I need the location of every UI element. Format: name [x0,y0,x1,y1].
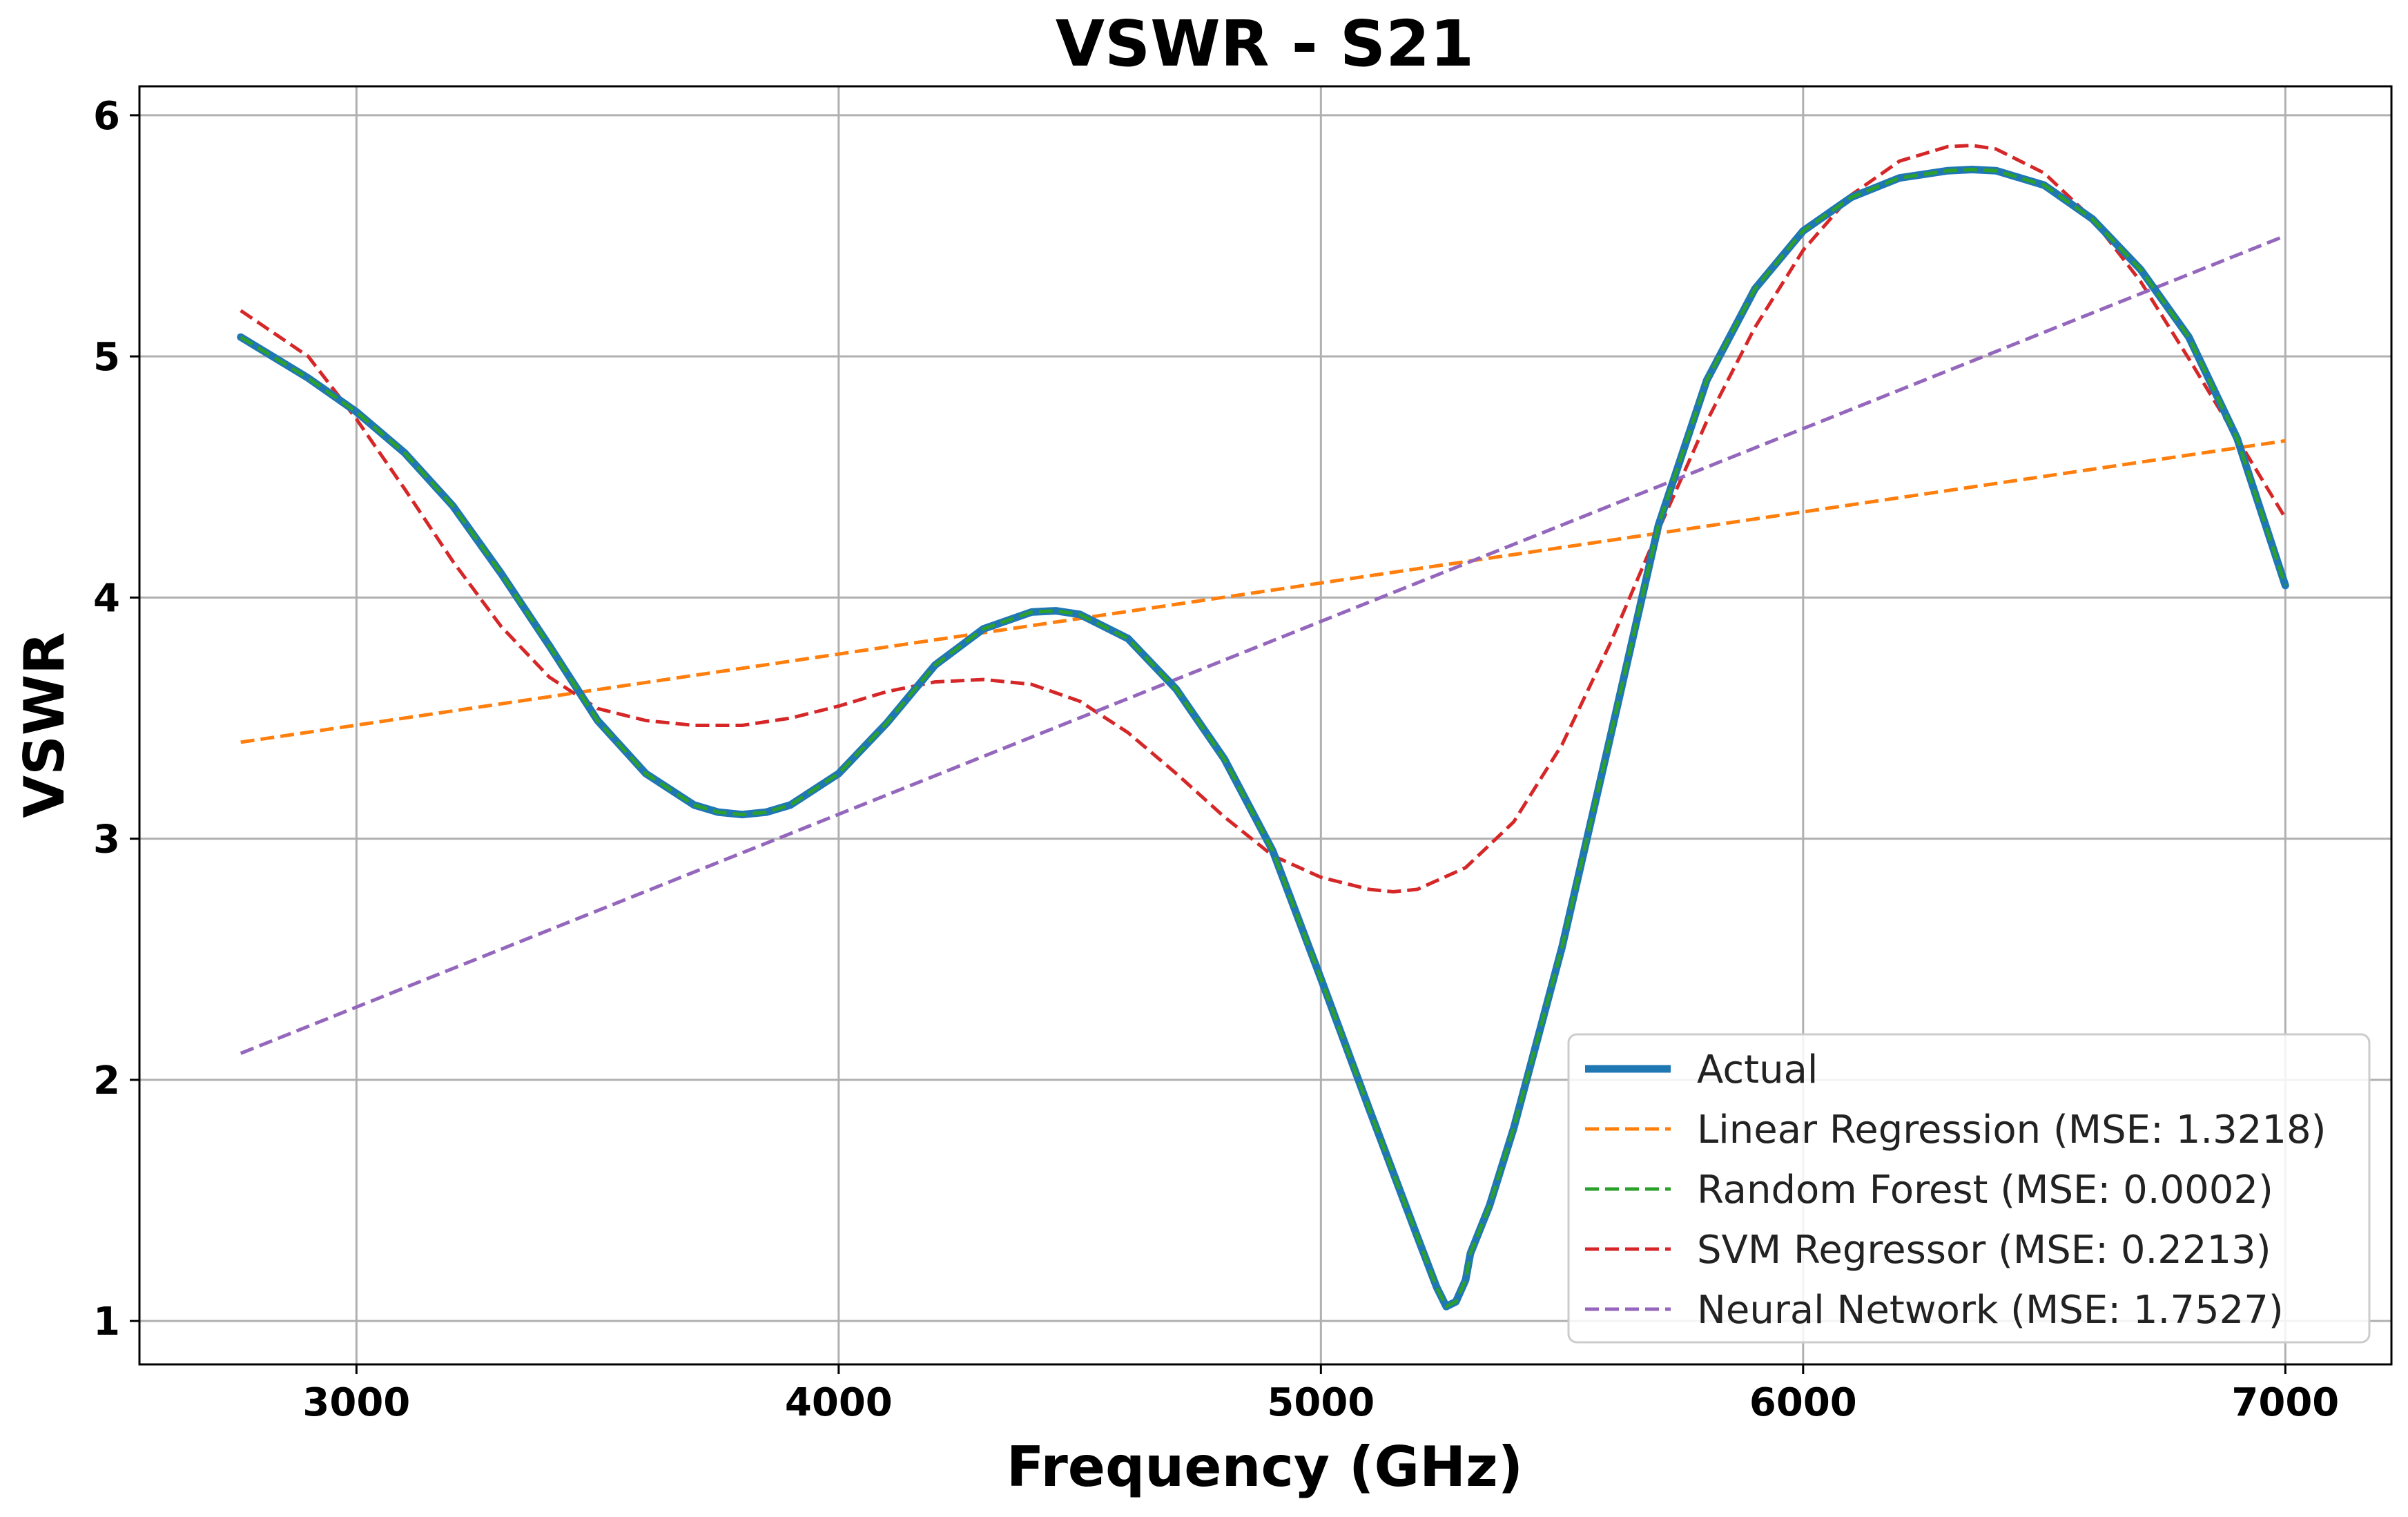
legend-box [1567,1033,2371,1344]
axis-ticks: 3000 4000 5000 6000 7000 1 2 3 4 5 6 [93,94,2339,1425]
y-tick-label: 1 [93,1299,120,1344]
x-tick-label: 6000 [1749,1380,1857,1425]
plot-frame [138,85,2393,1366]
y-tick-label: 6 [93,94,120,139]
series-line-svm-regressor [240,144,2287,893]
legend-label-svm-regressor: SVM Regressor (MSE: 0.2213) [1697,1228,2271,1273]
y-axis-label: VSWR [12,632,77,818]
legend-label-actual: Actual [1697,1047,1818,1092]
legend-label-neural-network: Neural Network (MSE: 1.7527) [1697,1288,2284,1333]
legend: Actual Linear Regression (MSE: 1.3218) Ran… [1567,1033,2371,1344]
x-tick-label: 5000 [1267,1380,1375,1425]
y-tick-label: 5 [93,335,120,380]
series-line-linear-regression [240,438,2286,744]
grid-lines [139,86,2391,1364]
series-layer [237,144,2289,1311]
x-axis-label: Frequency (GHz) [1007,1435,1523,1499]
series-line-random-forest [240,168,2287,1308]
y-tick-label: 2 [93,1059,120,1103]
series-line-neural-network [240,234,2286,1055]
x-tick-label: 3000 [302,1380,410,1425]
x-tick-label: 7000 [2231,1380,2339,1425]
y-tick-label: 3 [93,818,120,862]
legend-label-random-forest: Random Forest (MSE: 0.0002) [1697,1168,2273,1212]
y-tick-label: 4 [93,576,120,621]
legend-label-linear-regression: Linear Regression (MSE: 1.3218) [1697,1108,2327,1152]
chart-title: VSWR - S21 [1056,7,1474,81]
x-tick-label: 4000 [785,1380,893,1425]
